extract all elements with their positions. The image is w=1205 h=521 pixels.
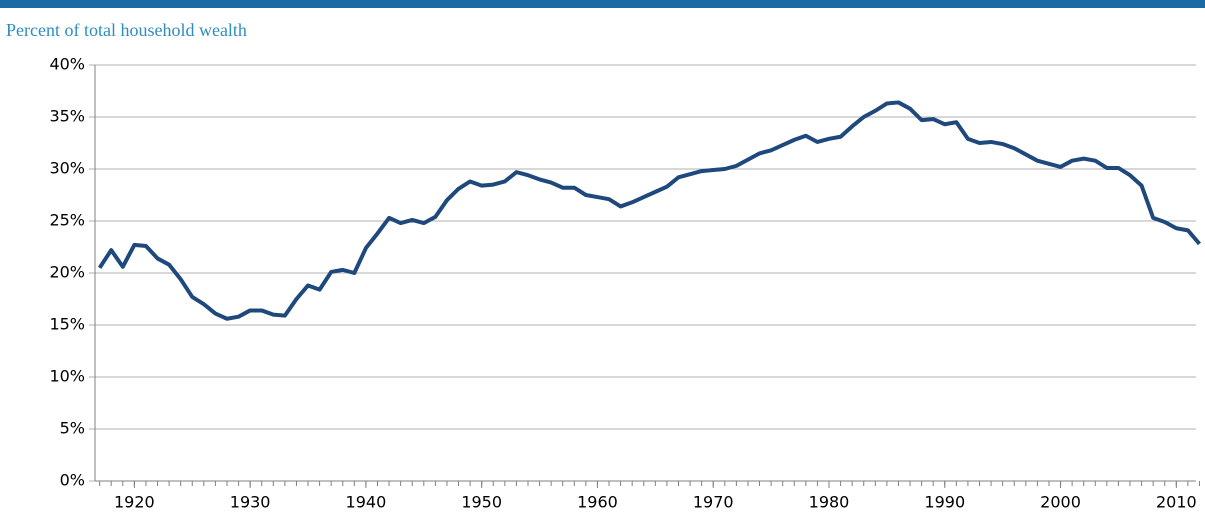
y-tick-label: 0% [60, 471, 85, 490]
x-tick-label: 1940 [346, 493, 387, 512]
y-tick-label: 25% [49, 211, 85, 230]
x-tick-label: 1920 [114, 493, 155, 512]
x-tick-label: 1990 [924, 493, 965, 512]
y-axis-label: Percent of total household wealth [6, 20, 247, 40]
x-tick-label: 1930 [230, 493, 271, 512]
y-tick-label: 35% [49, 107, 85, 126]
y-tick-label: 40% [49, 55, 85, 74]
y-tick-label: 20% [49, 263, 85, 282]
x-tick-label: 2010 [1156, 493, 1197, 512]
x-tick-label: 1960 [577, 493, 618, 512]
data-line [97, 100, 1201, 321]
x-tick-label: 1950 [461, 493, 502, 512]
x-tick-label: 2000 [1040, 493, 1081, 512]
y-tick-label: 15% [49, 315, 85, 334]
x-tick-label: 1970 [693, 493, 734, 512]
x-tick-label: 1980 [809, 493, 850, 512]
y-tick-label: 10% [49, 367, 85, 386]
header-band [0, 0, 1205, 8]
y-tick-label: 5% [60, 419, 85, 438]
y-tick-label: 30% [49, 159, 85, 178]
